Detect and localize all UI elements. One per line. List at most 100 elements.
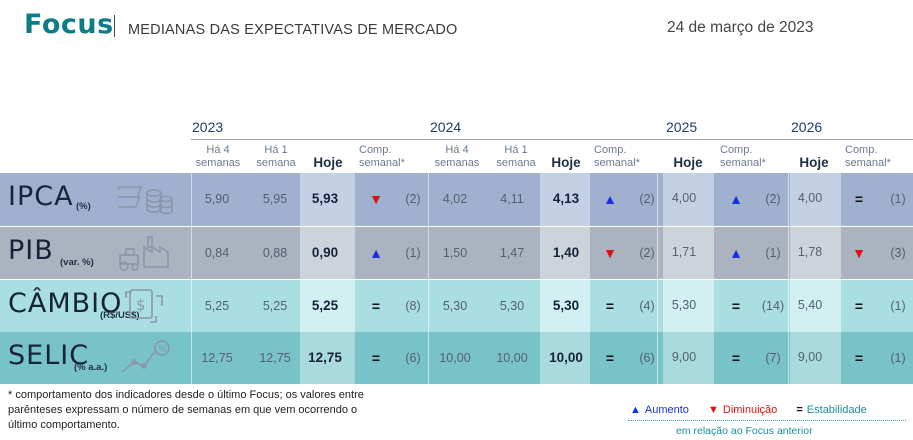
value-ha1: 5,30 [499, 299, 525, 313]
indicator-label-pib: PIB (var. %) [0, 227, 191, 279]
equal-icon: = [854, 298, 864, 314]
legend-down: ▼ Diminuição [707, 404, 778, 416]
row-separator [191, 173, 192, 226]
up-arrow-icon: ▲ [729, 245, 743, 261]
equal-icon: = [605, 350, 615, 366]
indicator-name: PIB [8, 235, 54, 266]
weeks-count: (2) [405, 192, 421, 206]
year-divider [191, 139, 913, 140]
legend-up: ▲ Aumento [630, 404, 689, 416]
svg-text:%: % [159, 345, 168, 355]
value-hoje: 9,00 [671, 350, 697, 364]
indicator-unit: (var. %) [60, 257, 94, 268]
value-hoje: 1,78 [797, 245, 823, 259]
value-ha1: 1,47 [499, 246, 525, 260]
row-separator [788, 173, 789, 226]
header: Focus MEDIANAS DAS EXPECTATIVAS DE MERCA… [0, 0, 913, 60]
value-ha1: 0,88 [262, 246, 288, 260]
equal-icon: = [371, 350, 381, 366]
indicator-unit: (% a.a.) [74, 362, 108, 373]
weeks-count: (2) [765, 192, 781, 206]
value-hoje: 5,40 [797, 298, 823, 312]
up-arrow-icon: ▲ [603, 191, 617, 207]
legend-subtitle: em relação ao Focus anterior [676, 425, 813, 437]
weeks-count: (6) [405, 351, 421, 365]
row-separator [191, 332, 192, 384]
indicator-unit: (R$/US$) [100, 310, 140, 321]
today-highlight [300, 173, 355, 226]
down-arrow-icon: ▼ [603, 245, 617, 261]
value-hoje: 10,00 [549, 350, 583, 365]
table-row-selic: SELIC (% a.a.) % 12,75 12,75 12,75 = (6) 10,00… [0, 332, 913, 384]
today-highlight [790, 227, 841, 279]
value-hoje: 4,13 [552, 191, 580, 206]
row-separator [428, 280, 429, 332]
weeks-count: (1) [890, 351, 906, 365]
row-separator [657, 173, 658, 226]
row-separator [657, 332, 658, 384]
value-hoje: 12,75 [308, 350, 342, 365]
coins-icon [112, 179, 174, 219]
weeks-count: (3) [890, 246, 906, 260]
brand-logo: Focus [24, 9, 114, 40]
value-ha1: 5,25 [262, 299, 288, 313]
value-ha1: 10,00 [496, 351, 528, 365]
rate-chart-icon: % [118, 338, 174, 378]
equal-icon: = [605, 298, 615, 314]
row-separator [428, 227, 429, 279]
weeks-count: (4) [639, 299, 655, 313]
today-highlight [540, 280, 590, 332]
weeks-count: (1) [890, 192, 906, 206]
today-highlight [790, 332, 841, 384]
header-2023-comp: Comp. semanal* [359, 144, 405, 169]
weeks-count: (6) [639, 351, 655, 365]
equal-icon: = [731, 298, 741, 314]
header-2023-ha1: Há 1 semana [256, 144, 296, 169]
indicator-name: IPCA [8, 181, 74, 212]
value-ha4: 5,25 [204, 299, 230, 313]
table-row-cambio: CÂMBIO (R$/US$) $ 5,25 5,25 5,25 = (8) 5,30 5,3… [0, 280, 913, 332]
header-2024-comp: Comp. semanal* [594, 144, 640, 169]
weeks-count: (1) [765, 246, 781, 260]
brand-separator [114, 15, 115, 37]
table-row-pib: PIB (var. %) 0,84 0,88 0,90 ▲ (1) 1,50 1,47 1,40… [0, 227, 913, 279]
equal-icon: = [854, 191, 864, 207]
down-arrow-icon: ▼ [707, 404, 719, 416]
legend: ▲ Aumento ▼ Diminuição = Estabilidade [630, 404, 883, 416]
header-2024-ha4: Há 4 semanas [434, 144, 480, 169]
weeks-count: (14) [761, 299, 785, 313]
indicator-label-ipca: IPCA (%) [0, 173, 191, 226]
value-ha4: 5,90 [204, 192, 230, 206]
weeks-count: (2) [639, 246, 655, 260]
header-2024-hoje: Hoje [551, 155, 581, 170]
equal-icon: = [731, 350, 741, 366]
equal-icon: = [854, 350, 864, 366]
header-2025-comp: Comp. semanal* [720, 144, 766, 169]
indicator-name: SELIC [8, 340, 90, 371]
today-highlight [790, 173, 841, 226]
today-highlight [540, 227, 590, 279]
value-hoje: 5,30 [671, 298, 697, 312]
indicator-label-cambio: CÂMBIO (R$/US$) $ [0, 280, 191, 332]
factory-tractor-icon [118, 233, 174, 273]
row-separator [657, 227, 658, 279]
equal-icon: = [796, 404, 803, 416]
header-2023-ha4: Há 4 semanas [195, 144, 241, 169]
report-date: 24 de março de 2023 [667, 19, 814, 36]
legend-divider [628, 420, 906, 421]
value-ha1: 5,95 [262, 192, 288, 206]
indicator-unit: (%) [76, 201, 91, 212]
value-hoje: 9,00 [797, 350, 823, 364]
year-2023: 2023 [192, 119, 224, 135]
weeks-count: (1) [890, 299, 906, 313]
indicator-name: CÂMBIO [8, 288, 123, 319]
value-ha1: 4,11 [500, 192, 524, 206]
year-2025: 2025 [666, 119, 698, 135]
today-highlight [663, 227, 714, 279]
exchange-icon: $ [118, 286, 174, 326]
value-hoje: 5,93 [311, 191, 339, 206]
value-ha4: 4,02 [442, 192, 468, 206]
down-arrow-icon: ▼ [852, 245, 866, 261]
value-hoje: 1,71 [671, 245, 697, 259]
row-separator [788, 280, 789, 332]
